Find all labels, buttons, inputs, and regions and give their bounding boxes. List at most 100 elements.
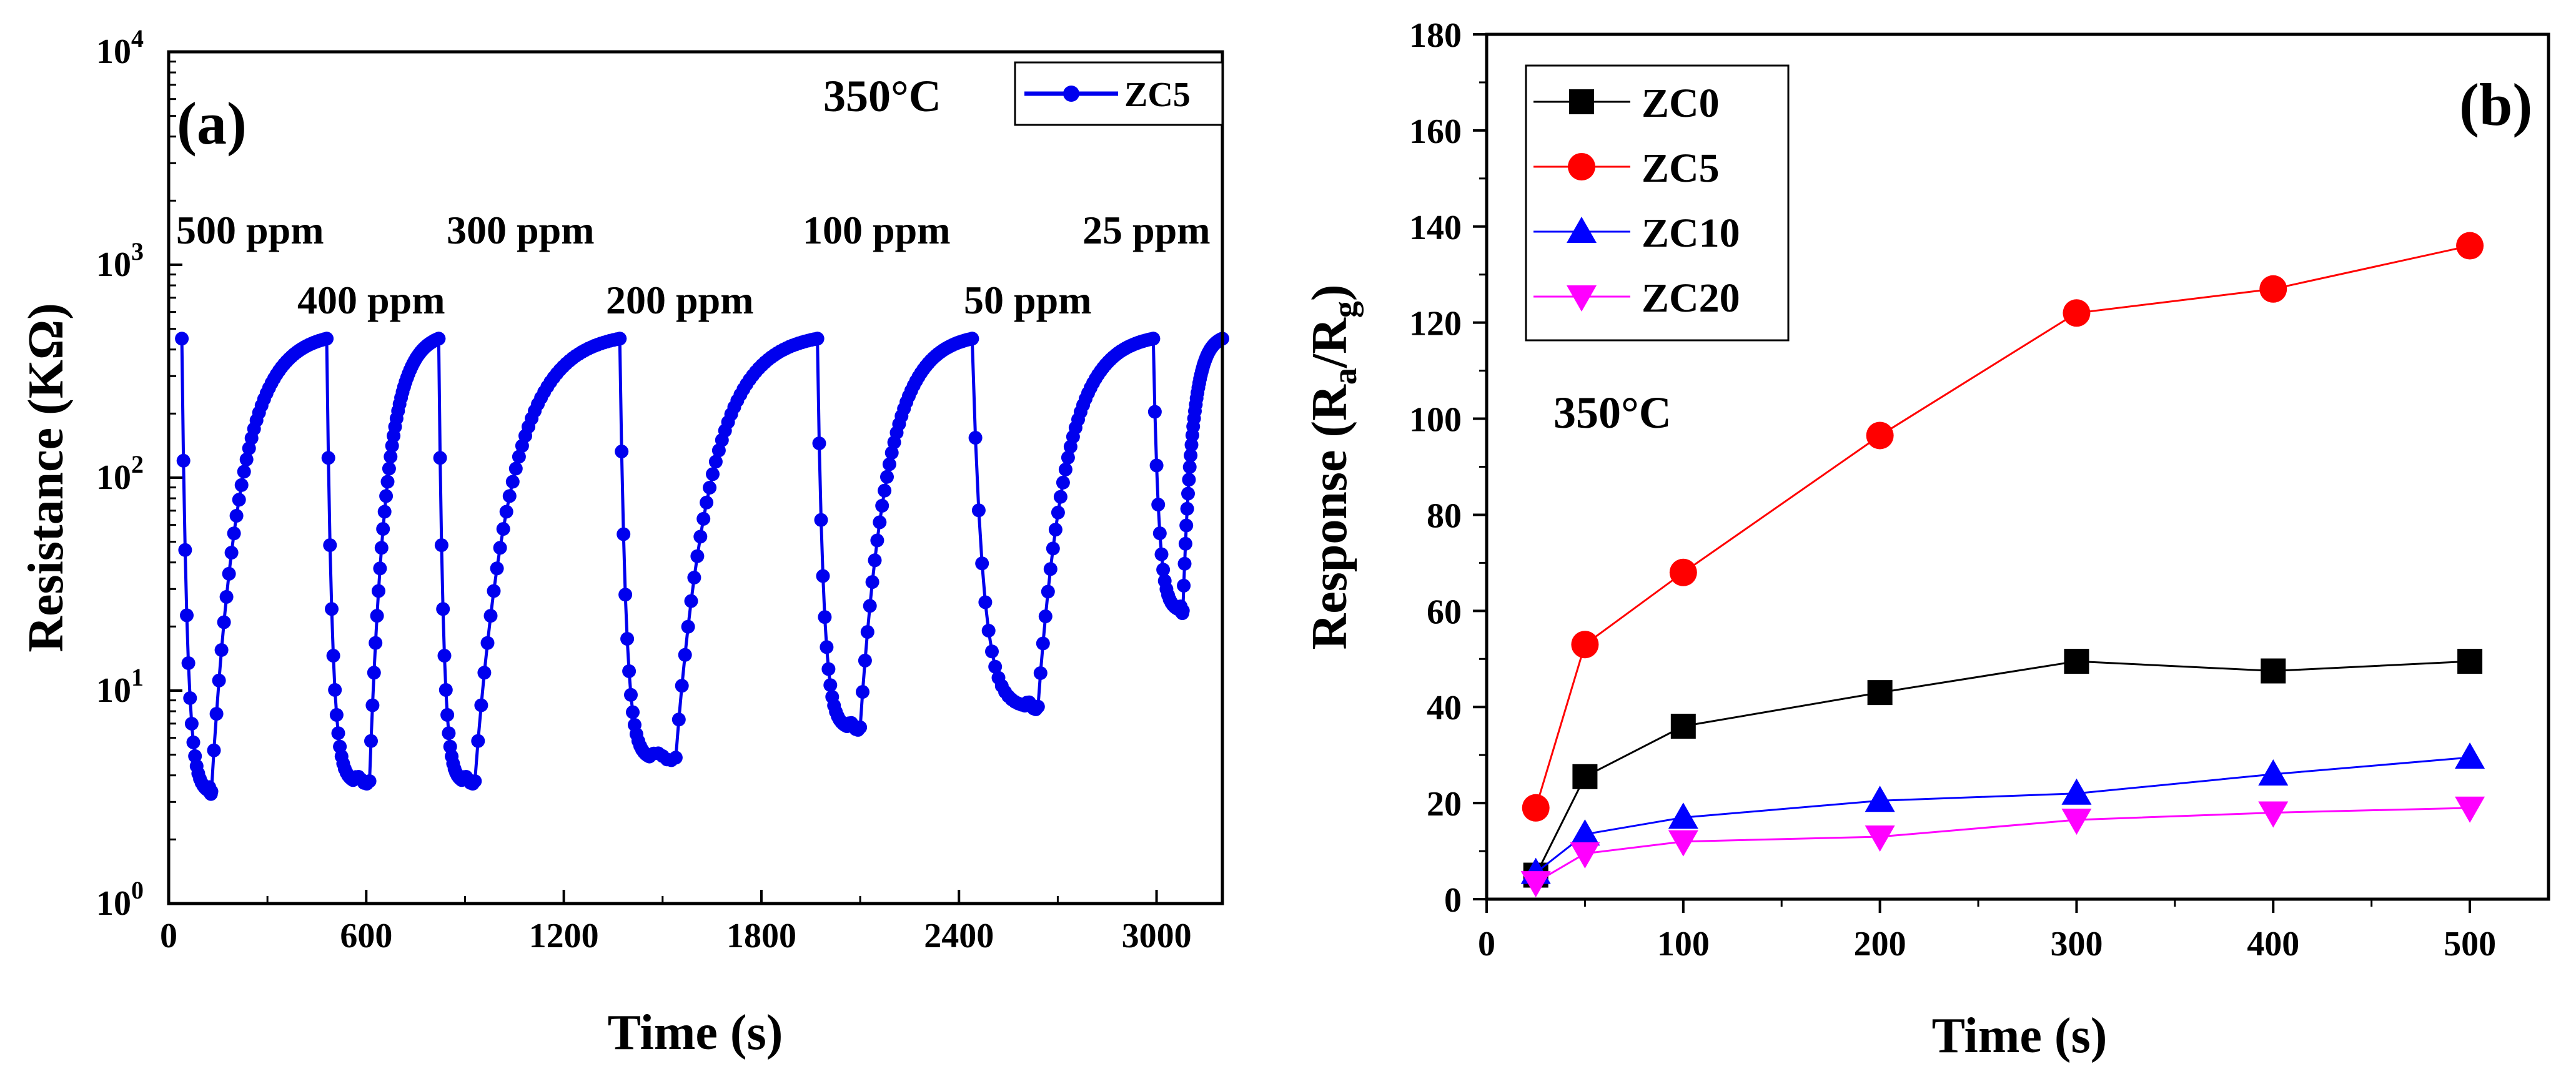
zc20-point <box>1668 830 1698 857</box>
zc5-point <box>1179 518 1194 533</box>
zc5-point <box>703 481 717 495</box>
zc5-point <box>468 774 482 788</box>
zc5-point <box>711 443 726 458</box>
zc20-point <box>1865 825 1895 852</box>
annotation-400ppm: 400 ppm <box>297 278 445 322</box>
zc5-point <box>184 717 199 731</box>
zc5-point <box>1056 475 1070 490</box>
zc5-point <box>1522 794 1550 822</box>
zc5-point <box>372 584 385 598</box>
zc5-point <box>818 610 832 624</box>
zc5-point <box>370 609 384 623</box>
zc5-point <box>878 483 892 498</box>
zc5-point <box>615 445 629 459</box>
zc0-point <box>1572 764 1598 789</box>
zc5-point <box>493 541 507 555</box>
zc5-point <box>1184 448 1198 463</box>
zc5-point <box>622 664 637 678</box>
zc5-point <box>2259 275 2287 303</box>
legend-label-zc10: ZC10 <box>1642 210 1740 256</box>
zc5-point <box>477 666 492 680</box>
zc5-point <box>1866 421 1894 450</box>
zc5-point <box>816 569 830 583</box>
zc5-point <box>875 498 889 513</box>
zc5-point <box>474 698 488 712</box>
zc5-point <box>239 452 254 466</box>
legend-label-zc5: ZC5 <box>1124 76 1191 114</box>
zc5-point <box>232 493 246 507</box>
panel-b-y-axis-label: Response (Ra/Rg) <box>1302 284 1364 649</box>
zc5-point <box>207 743 221 757</box>
zc5-point <box>853 720 868 734</box>
zc5-point <box>863 599 877 613</box>
zc10-point <box>2061 778 2092 805</box>
panel-b-y-tick-label: 120 <box>1409 305 1462 343</box>
zc5-point <box>362 774 377 788</box>
zc5-point <box>880 470 894 484</box>
zc5-point <box>471 734 485 748</box>
zc5-point <box>868 553 882 568</box>
zc5-point <box>373 561 387 576</box>
zc5-point <box>1147 405 1162 419</box>
y-label-mid: /R <box>1302 317 1357 368</box>
zc5-point <box>810 332 825 346</box>
panel-b-y-tick-label: 20 <box>1427 785 1462 824</box>
panel-b: 0 100 200 300 400 500 0 20 40 60 80 100 120 140 160 180… <box>1302 16 2550 1063</box>
zc5-point <box>2063 299 2091 327</box>
zc5-point <box>433 451 447 465</box>
zc5-point <box>499 505 513 519</box>
zc5-point <box>706 467 720 481</box>
zc5-point <box>1149 458 1164 473</box>
panel-a-y-tick-label: 100 <box>96 876 144 923</box>
annotation-50ppm: 50 ppm <box>964 278 1092 322</box>
zc5-point <box>1031 699 1045 714</box>
zc5-point <box>374 541 389 555</box>
annotation-300ppm: 300 ppm <box>447 208 595 252</box>
zc5-point <box>209 707 224 721</box>
zc5-point <box>873 515 887 530</box>
zc5-point <box>678 648 692 662</box>
panel-a-ticks: 0 600 1200 1800 2400 3000 100 101 102 103 104 <box>96 24 1192 955</box>
zc5-point <box>1038 609 1053 624</box>
legend-label-zc5: ZC5 <box>1642 145 1720 191</box>
zc0-point <box>1867 680 1893 706</box>
zc5-point <box>1058 462 1073 476</box>
y-label-sub-a: a <box>1326 368 1364 385</box>
zc5-point <box>675 679 689 693</box>
zc5-point <box>379 489 394 503</box>
zc5-point <box>618 588 633 602</box>
zc5-point <box>821 662 836 676</box>
zc5-point <box>222 566 236 581</box>
panel-b-y-tick-label: 0 <box>1444 881 1462 920</box>
zc5-point <box>620 632 635 646</box>
zc5-point <box>981 624 996 638</box>
zc5-point <box>364 734 378 748</box>
zc5-point <box>1571 631 1599 659</box>
zc5-point <box>708 455 723 469</box>
zc5-point <box>321 451 335 465</box>
zc5-point <box>183 691 197 705</box>
panel-a-y-tick-label: 102 <box>96 450 144 497</box>
zc5-point <box>1152 526 1167 541</box>
zc5-point <box>1033 666 1048 680</box>
zc5-point <box>367 666 381 680</box>
zc5-point <box>696 511 711 526</box>
zc5-point <box>502 489 517 503</box>
zc5-point <box>181 656 196 670</box>
panel-a-series-zc5 <box>175 332 1229 801</box>
zc10-point <box>2455 742 2485 769</box>
zc5-point <box>2456 232 2484 260</box>
zc5-point <box>1181 486 1195 501</box>
zc5-point <box>175 332 189 346</box>
zc5-point <box>212 673 226 687</box>
zc5-point <box>328 682 342 697</box>
zc5-point <box>1177 556 1192 571</box>
zc5-point <box>1154 547 1169 561</box>
zc5-point <box>320 332 334 346</box>
zc5-point <box>1046 541 1060 556</box>
y-label-sub-g: g <box>1326 301 1364 318</box>
panel-b-x-tick-label: 200 <box>1854 925 1906 963</box>
zc5-point <box>380 475 395 489</box>
